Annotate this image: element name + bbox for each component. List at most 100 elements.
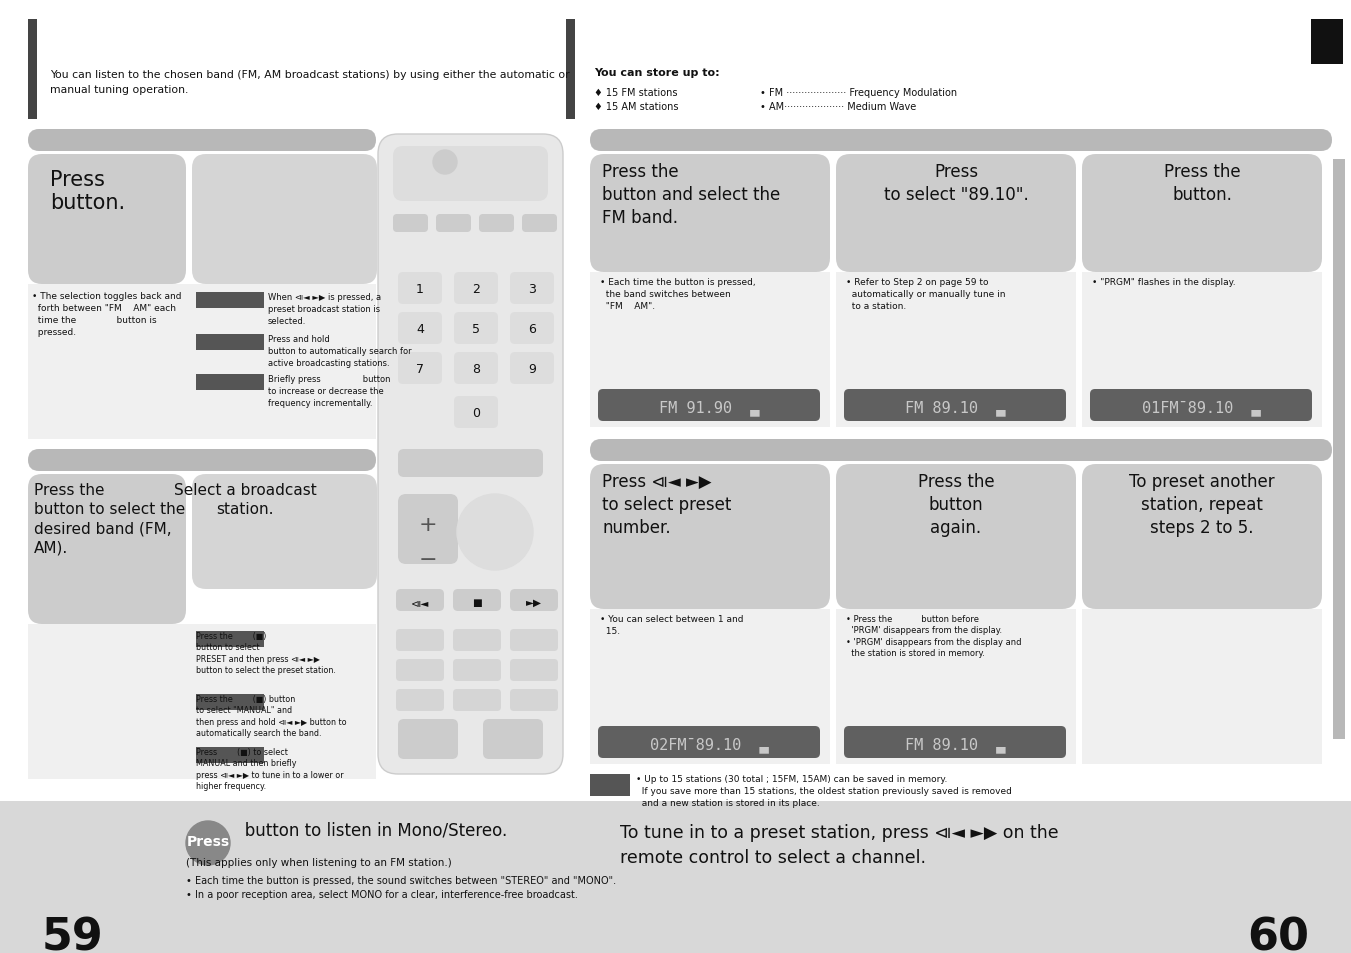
Text: Press
button.: Press button.	[50, 170, 126, 213]
Text: FM 89.10  ▃: FM 89.10 ▃	[905, 399, 1005, 416]
FancyBboxPatch shape	[393, 147, 549, 202]
FancyBboxPatch shape	[598, 390, 820, 421]
FancyBboxPatch shape	[590, 439, 1332, 461]
Bar	[28, 624, 376, 780]
Bar	[566, 20, 576, 120]
Text: Press ⧏◄ ►▶
to select preset
number.: Press ⧏◄ ►▶ to select preset number.	[603, 473, 731, 537]
Text: To tune in to a preset station, press ⧏◄ ►▶ on the
remote control to select a ch: To tune in to a preset station, press ⧏◄…	[620, 823, 1059, 866]
FancyBboxPatch shape	[28, 154, 186, 285]
FancyBboxPatch shape	[454, 396, 499, 429]
FancyBboxPatch shape	[509, 689, 558, 711]
FancyBboxPatch shape	[590, 464, 830, 609]
Bar	[196, 747, 263, 763]
FancyBboxPatch shape	[454, 313, 499, 345]
Text: 9: 9	[528, 363, 536, 375]
Text: 6: 6	[528, 323, 536, 335]
Bar	[1310, 20, 1343, 65]
Bar	[196, 293, 263, 309]
FancyBboxPatch shape	[453, 629, 501, 651]
Bar	[590, 609, 830, 764]
FancyBboxPatch shape	[453, 589, 501, 612]
FancyBboxPatch shape	[399, 450, 543, 477]
Text: Press the
button
again.: Press the button again.	[917, 473, 994, 537]
Text: FM 89.10  ▃: FM 89.10 ▃	[905, 737, 1005, 752]
Text: Press: Press	[186, 834, 230, 848]
Text: When ⧏◄ ►▶ is pressed, a
preset broadcast station is
selected.: When ⧏◄ ►▶ is pressed, a preset broadcas…	[267, 293, 381, 325]
Text: You can store up to:: You can store up to:	[594, 68, 720, 78]
Text: −: −	[419, 550, 438, 569]
Text: (This applies only when listening to an FM station.): (This applies only when listening to an …	[186, 857, 451, 867]
Text: 7: 7	[416, 363, 424, 375]
Bar	[1333, 160, 1346, 740]
FancyBboxPatch shape	[453, 659, 501, 681]
FancyBboxPatch shape	[454, 353, 499, 385]
FancyBboxPatch shape	[453, 689, 501, 711]
Text: • Refer to Step 2 on page 59 to
  automatically or manually tune in
  to a stati: • Refer to Step 2 on page 59 to automati…	[846, 277, 1005, 311]
Text: • Each time the button is pressed, the sound switches between "STEREO" and "MONO: • Each time the button is pressed, the s…	[186, 875, 616, 885]
Text: 4: 4	[416, 323, 424, 335]
FancyBboxPatch shape	[192, 154, 377, 285]
FancyBboxPatch shape	[28, 475, 186, 624]
Text: 01FM¯89.10  ▃: 01FM¯89.10 ▃	[1142, 399, 1260, 416]
Text: 1: 1	[416, 283, 424, 295]
FancyBboxPatch shape	[192, 475, 377, 589]
FancyBboxPatch shape	[509, 353, 554, 385]
FancyBboxPatch shape	[844, 726, 1066, 759]
FancyBboxPatch shape	[399, 273, 442, 305]
Text: You can listen to the chosen band (FM, AM broadcast stations) by using either th: You can listen to the chosen band (FM, A…	[50, 70, 570, 80]
FancyBboxPatch shape	[509, 273, 554, 305]
Bar	[1082, 273, 1323, 428]
Circle shape	[457, 495, 534, 571]
Bar	[196, 695, 263, 710]
FancyBboxPatch shape	[509, 589, 558, 612]
Text: button to listen in Mono/Stereo.: button to listen in Mono/Stereo.	[208, 821, 507, 840]
FancyBboxPatch shape	[509, 659, 558, 681]
Text: Press and hold
button to automatically search for
active broadcasting stations.: Press and hold button to automatically s…	[267, 335, 412, 367]
Text: • FM ···················· Frequency Modulation: • FM ···················· Frequency Modu…	[761, 88, 957, 98]
Text: Press the
button to select the
desired band (FM,
AM).: Press the button to select the desired b…	[34, 482, 185, 555]
Text: ♦ 15 AM stations: ♦ 15 AM stations	[594, 102, 678, 112]
Bar	[836, 273, 1075, 428]
Text: ►▶: ►▶	[526, 598, 542, 607]
FancyBboxPatch shape	[436, 214, 471, 233]
Text: ⧏◄: ⧏◄	[411, 598, 430, 607]
Bar	[196, 335, 263, 351]
Text: 59: 59	[42, 916, 104, 953]
Text: 8: 8	[471, 363, 480, 375]
FancyBboxPatch shape	[399, 720, 458, 760]
Text: Briefly press                button
to increase or decrease the
frequency increm: Briefly press button to increase or decr…	[267, 375, 390, 407]
Text: 5: 5	[471, 323, 480, 335]
Text: • Each time the button is pressed,
  the band switches between
  "FM    AM".: • Each time the button is pressed, the b…	[600, 277, 755, 311]
FancyBboxPatch shape	[393, 214, 428, 233]
FancyBboxPatch shape	[28, 450, 376, 472]
Bar	[590, 273, 830, 428]
FancyBboxPatch shape	[836, 464, 1075, 609]
Text: • You can select between 1 and
  15.: • You can select between 1 and 15.	[600, 615, 743, 636]
Text: • The selection toggles back and
  forth between "FM    AM" each
  time the     : • The selection toggles back and forth b…	[32, 292, 181, 337]
FancyBboxPatch shape	[590, 154, 830, 273]
Bar	[590, 774, 630, 796]
FancyBboxPatch shape	[454, 273, 499, 305]
FancyBboxPatch shape	[598, 726, 820, 759]
Text: • In a poor reception area, select MONO for a clear, interference-free broadcast: • In a poor reception area, select MONO …	[186, 889, 578, 899]
FancyBboxPatch shape	[521, 214, 557, 233]
Text: Press the
button and select the
FM band.: Press the button and select the FM band.	[603, 163, 781, 227]
FancyBboxPatch shape	[484, 720, 543, 760]
Text: +: +	[419, 515, 438, 535]
FancyBboxPatch shape	[399, 313, 442, 345]
Circle shape	[434, 151, 457, 174]
FancyBboxPatch shape	[399, 495, 458, 564]
FancyBboxPatch shape	[396, 689, 444, 711]
Text: FM 91.90  ▃: FM 91.90 ▃	[659, 399, 759, 416]
FancyBboxPatch shape	[399, 353, 442, 385]
Text: manual tuning operation.: manual tuning operation.	[50, 85, 188, 95]
Text: 3: 3	[528, 283, 536, 295]
FancyBboxPatch shape	[836, 154, 1075, 273]
Bar	[196, 375, 263, 391]
FancyBboxPatch shape	[378, 135, 563, 774]
Text: To preset another
station, repeat
steps 2 to 5.: To preset another station, repeat steps …	[1129, 473, 1275, 537]
Bar	[836, 609, 1075, 764]
FancyBboxPatch shape	[396, 589, 444, 612]
Text: • Press the           button before
  'PRGM' disappears from the display.
• 'PRG: • Press the button before 'PRGM' disappe…	[846, 615, 1021, 658]
Bar	[28, 20, 36, 120]
